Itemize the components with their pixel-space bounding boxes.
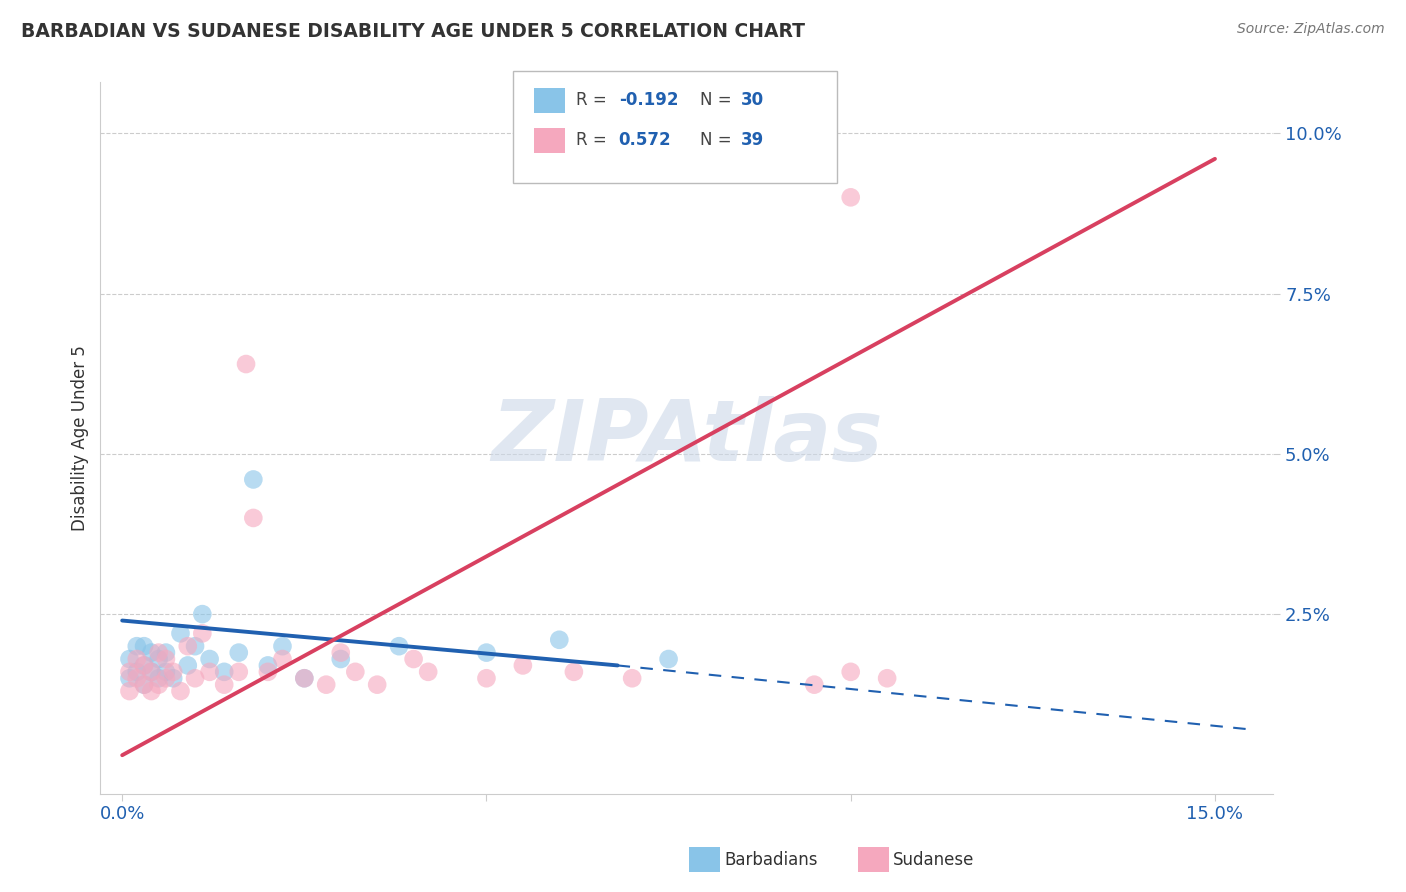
Point — [329, 652, 352, 666]
Point — [876, 671, 898, 685]
Point — [235, 357, 257, 371]
Point — [169, 626, 191, 640]
Point — [512, 658, 534, 673]
Point — [177, 658, 200, 673]
Text: N =: N = — [700, 131, 737, 149]
Point — [148, 646, 170, 660]
Point — [242, 473, 264, 487]
Text: Source: ZipAtlas.com: Source: ZipAtlas.com — [1237, 22, 1385, 37]
Point — [271, 652, 294, 666]
Point — [169, 684, 191, 698]
Point — [548, 632, 571, 647]
Text: Barbadians: Barbadians — [724, 851, 818, 869]
Point — [155, 665, 177, 679]
Point — [118, 684, 141, 698]
Point — [271, 639, 294, 653]
Point — [418, 665, 440, 679]
Point — [125, 671, 148, 685]
Point — [292, 671, 315, 685]
Point — [228, 646, 250, 660]
Point — [141, 665, 163, 679]
Text: BARBADIAN VS SUDANESE DISABILITY AGE UNDER 5 CORRELATION CHART: BARBADIAN VS SUDANESE DISABILITY AGE UND… — [21, 22, 806, 41]
Point — [839, 190, 862, 204]
Point — [344, 665, 367, 679]
Point — [388, 639, 411, 653]
Point — [148, 678, 170, 692]
Point — [198, 665, 221, 679]
Point — [141, 684, 163, 698]
Point — [162, 665, 184, 679]
Point — [212, 665, 235, 679]
Point — [475, 671, 498, 685]
Point — [257, 665, 280, 679]
Text: Sudanese: Sudanese — [893, 851, 974, 869]
Text: 30: 30 — [741, 91, 763, 109]
Text: R =: R = — [576, 131, 613, 149]
Y-axis label: Disability Age Under 5: Disability Age Under 5 — [72, 345, 89, 531]
Point — [155, 671, 177, 685]
Point — [125, 639, 148, 653]
Point — [228, 665, 250, 679]
Point — [658, 652, 681, 666]
Point — [402, 652, 425, 666]
Point — [475, 646, 498, 660]
Point — [257, 658, 280, 673]
Point — [191, 626, 214, 640]
Point — [184, 639, 207, 653]
Point — [366, 678, 388, 692]
Point — [162, 671, 184, 685]
Point — [184, 671, 207, 685]
Point — [803, 678, 825, 692]
Point — [155, 646, 177, 660]
Point — [132, 639, 155, 653]
Point — [155, 652, 177, 666]
Point — [562, 665, 585, 679]
Point — [118, 665, 141, 679]
Point — [148, 652, 170, 666]
Text: ZIPAtlas: ZIPAtlas — [491, 396, 883, 479]
Point — [125, 665, 148, 679]
Point — [118, 652, 141, 666]
Point — [212, 678, 235, 692]
Text: -0.192: -0.192 — [619, 91, 678, 109]
Text: 39: 39 — [741, 131, 765, 149]
Text: R =: R = — [576, 91, 613, 109]
Point — [177, 639, 200, 653]
Text: 0.572: 0.572 — [619, 131, 671, 149]
Point — [141, 646, 163, 660]
Point — [292, 671, 315, 685]
Point — [132, 678, 155, 692]
Point — [621, 671, 644, 685]
Point — [148, 671, 170, 685]
Point — [132, 678, 155, 692]
Point — [191, 607, 214, 621]
Point — [198, 652, 221, 666]
Point — [839, 665, 862, 679]
Point — [315, 678, 337, 692]
Point — [141, 665, 163, 679]
Point — [242, 511, 264, 525]
Point — [329, 646, 352, 660]
Text: N =: N = — [700, 91, 737, 109]
Point — [132, 658, 155, 673]
Point — [125, 652, 148, 666]
Point — [132, 658, 155, 673]
Point — [118, 671, 141, 685]
